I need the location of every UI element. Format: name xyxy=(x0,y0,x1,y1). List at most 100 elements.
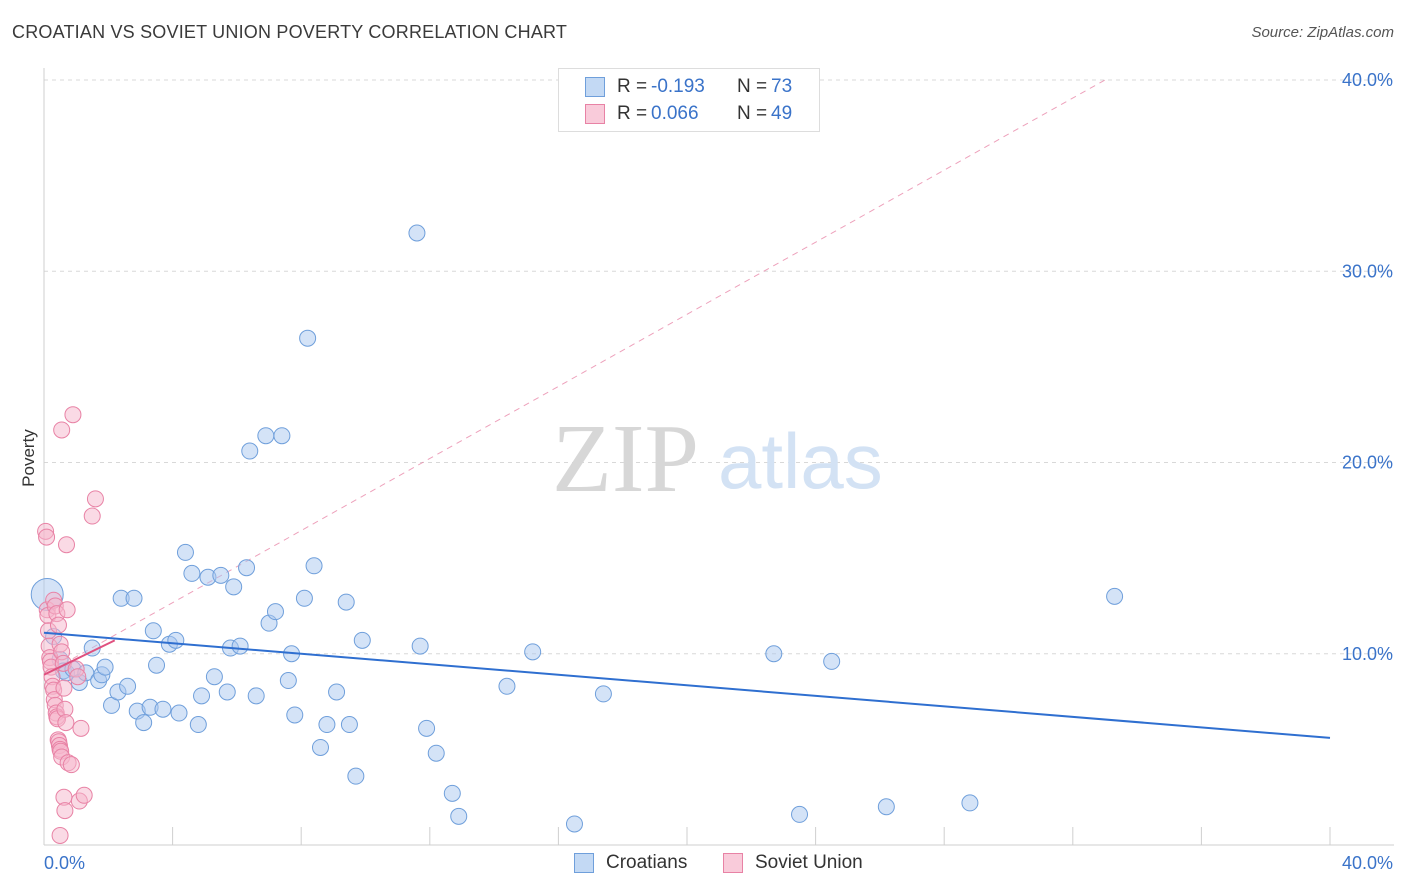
croatians-point xyxy=(193,687,211,705)
y-tick-label: 20.0% xyxy=(1342,453,1393,473)
croatians-point xyxy=(135,714,153,732)
x-tick-label: 40.0% xyxy=(1342,853,1393,873)
croatians-point xyxy=(347,767,365,785)
croatians-point xyxy=(205,668,223,686)
croatians-point xyxy=(328,683,346,701)
croatians-point xyxy=(148,656,166,674)
x-tick-label: 0.0% xyxy=(44,853,85,873)
legend-swatch-croatians xyxy=(585,77,605,97)
croatians-point xyxy=(144,622,162,640)
soviet-union-point xyxy=(72,719,90,737)
soviet-union-point xyxy=(38,528,56,546)
croatians-point xyxy=(225,578,243,596)
series-swatch-croatians xyxy=(574,853,594,873)
croatians-point xyxy=(154,700,172,718)
legend-n-value: 49 xyxy=(771,103,793,124)
croatians-point xyxy=(565,815,583,833)
croatians-point xyxy=(183,564,201,582)
legend-r-value: 0.066 xyxy=(651,103,699,124)
series-name-croatians: Croatians xyxy=(606,852,688,873)
croatians-point xyxy=(594,685,612,703)
croatians-point xyxy=(170,704,188,722)
croatians-point xyxy=(176,543,194,561)
croatians-point xyxy=(340,716,358,734)
croatians-point xyxy=(273,427,291,445)
soviet-union-point xyxy=(83,507,101,525)
series-legend: Croatians Soviet Union xyxy=(0,852,1406,878)
y-tick-label: 30.0% xyxy=(1342,261,1393,281)
watermark-atlas: atlas xyxy=(718,417,883,505)
croatians-point xyxy=(1106,587,1124,605)
croatians-point xyxy=(877,798,895,816)
series-legend-croatians: Croatians xyxy=(574,852,687,874)
croatians-point xyxy=(961,794,979,812)
soviet-union-point xyxy=(53,421,71,439)
series-swatch-soviet-union xyxy=(723,853,743,873)
legend-r-label: R = xyxy=(617,103,648,124)
croatians-point xyxy=(167,631,185,649)
croatians-point xyxy=(295,589,313,607)
croatians-point xyxy=(241,442,259,460)
croatians-point xyxy=(218,683,236,701)
soviet-union-point xyxy=(49,616,67,634)
soviet-union-point xyxy=(86,490,104,508)
soviet-union-point xyxy=(62,756,80,774)
croatians-point xyxy=(257,427,275,445)
croatians-point xyxy=(318,716,336,734)
legend-swatch-soviet-union xyxy=(585,104,605,124)
data-points xyxy=(30,224,1331,844)
croatians-point xyxy=(286,706,304,724)
croatians-point xyxy=(408,224,426,242)
axes xyxy=(43,68,1394,846)
tick-labels: 10.0% 20.0% 30.0% 40.0% 0.0% 40.0% xyxy=(44,70,1393,873)
croatians-point xyxy=(498,677,516,695)
soviet-union-point xyxy=(55,679,73,697)
croatians-point xyxy=(443,784,461,802)
legend-r-value: -0.193 xyxy=(651,76,705,97)
soviet-union-point xyxy=(69,668,87,686)
watermark-zip: ZIP xyxy=(552,405,699,513)
croatians-point xyxy=(231,637,249,655)
croatians-point xyxy=(411,637,429,655)
soviet-union-trend-line xyxy=(43,639,116,676)
legend-n-label: N = xyxy=(737,76,768,97)
croatians-point xyxy=(791,805,809,823)
legend-row-croatians: R = -0.193 N = 73 xyxy=(585,75,792,99)
croatians-point xyxy=(125,589,143,607)
croatians-point xyxy=(524,643,542,661)
soviet-union-point xyxy=(56,802,74,820)
legend-r-label: R = xyxy=(617,76,648,97)
croatians-trend-line xyxy=(43,631,1331,739)
watermark: ZIP atlas xyxy=(552,405,883,513)
legend-n-value: 73 xyxy=(771,76,793,97)
croatians-point xyxy=(427,744,445,762)
croatians-point xyxy=(212,566,230,584)
croatians-point xyxy=(299,329,317,347)
croatians-point xyxy=(823,652,841,670)
series-name-soviet-union: Soviet Union xyxy=(755,852,863,873)
croatians-point xyxy=(266,603,284,621)
soviet-union-point xyxy=(64,406,82,424)
croatians-point xyxy=(279,672,297,690)
croatians-point xyxy=(418,719,436,737)
soviet-union-point xyxy=(58,601,76,619)
y-tick-label: 10.0% xyxy=(1342,644,1393,664)
soviet-union-point xyxy=(57,714,75,732)
croatians-point xyxy=(119,677,137,695)
croatians-point xyxy=(450,807,468,825)
legend-n-label: N = xyxy=(737,103,768,124)
y-tick-label: 40.0% xyxy=(1342,70,1393,90)
croatians-point xyxy=(238,559,256,577)
soviet-union-point xyxy=(51,826,69,844)
soviet-union-point xyxy=(58,536,76,554)
croatians-point xyxy=(247,687,265,705)
croatians-point xyxy=(96,658,114,676)
croatians-point xyxy=(353,631,371,649)
croatians-point xyxy=(337,593,355,611)
croatians-point xyxy=(305,557,323,575)
y-axis-label: Poverty xyxy=(19,429,38,487)
croatians-point xyxy=(311,738,329,756)
legend-row-soviet-union: R = 0.066 N = 49 xyxy=(585,102,792,126)
soviet-union-point xyxy=(75,786,93,804)
